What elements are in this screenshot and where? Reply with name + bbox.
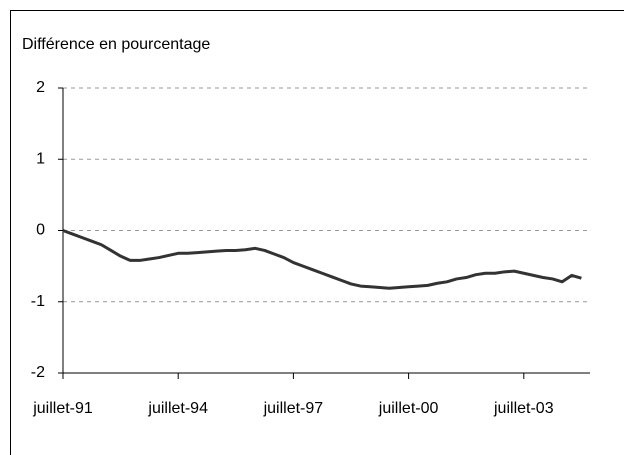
frame bbox=[10, 10, 624, 455]
y-tick-label: -1 bbox=[31, 293, 45, 310]
x-tick-label: juillet-91 bbox=[32, 400, 93, 417]
y-tick-label: -2 bbox=[31, 364, 45, 381]
y-tick-label: 2 bbox=[36, 79, 45, 96]
data-line bbox=[62, 229, 582, 290]
x-tick-label: juillet-03 bbox=[493, 400, 554, 417]
chart-title: Différence en pourcentage bbox=[22, 36, 210, 53]
x-tick-label: juillet-00 bbox=[378, 400, 439, 417]
x-tick-label: juillet-94 bbox=[147, 400, 208, 417]
y-tick-label: 1 bbox=[36, 150, 45, 167]
x-tick-label: juillet-97 bbox=[263, 400, 324, 417]
y-tick-label: 0 bbox=[36, 222, 45, 239]
